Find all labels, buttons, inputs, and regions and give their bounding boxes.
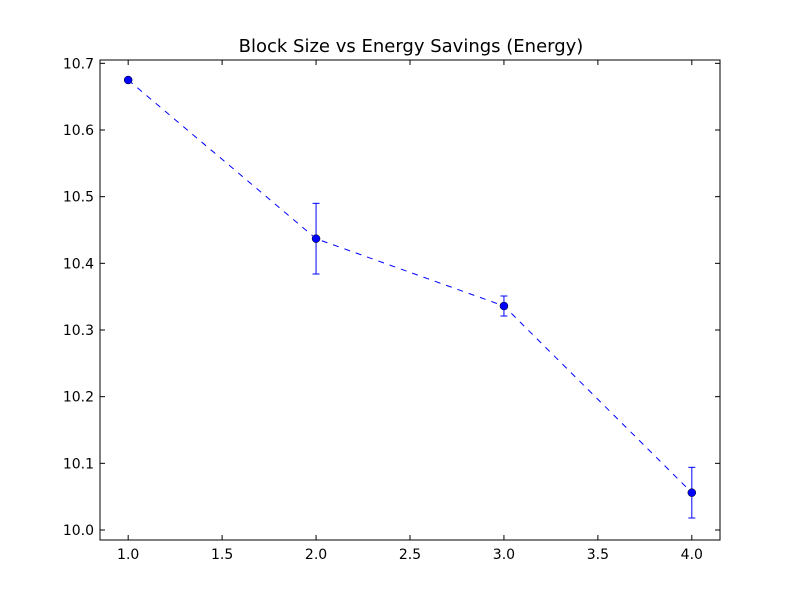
data-point (311, 234, 321, 243)
x-tick-label: 3.0 (493, 547, 515, 563)
y-tick-label: 10.5 (63, 190, 94, 206)
x-tick-label: 2.5 (399, 547, 421, 563)
data-point (687, 488, 697, 497)
axes-frame (99, 59, 721, 541)
y-tick-label: 10.0 (63, 523, 94, 539)
data-point (123, 75, 133, 85)
x-tick-label: 4.0 (681, 547, 703, 563)
y-tick-label: 10.1 (63, 456, 94, 472)
y-tick-label: 10.3 (63, 323, 94, 339)
data-point (499, 301, 509, 311)
x-tick-label: 3.5 (587, 547, 609, 563)
data-series (123, 75, 697, 519)
x-tick-label: 2.0 (305, 547, 327, 563)
y-tick-label: 10.7 (63, 56, 94, 72)
y-tick-label: 10.2 (63, 390, 94, 406)
y-tick-label: 10.4 (63, 256, 94, 272)
chart-title: Block Size vs Energy Savings (Energy) (239, 36, 584, 57)
y-tick-label: 10.6 (63, 123, 94, 139)
plot-area: 1.0 1.5 2.0 2.5 3.0 3.5 4.0 10.0 10.1 10.2 10.3 10.… (63, 56, 721, 563)
x-tick-label: 1.0 (117, 547, 139, 563)
series-line (127, 79, 693, 494)
x-tick-label: 1.5 (211, 547, 233, 563)
